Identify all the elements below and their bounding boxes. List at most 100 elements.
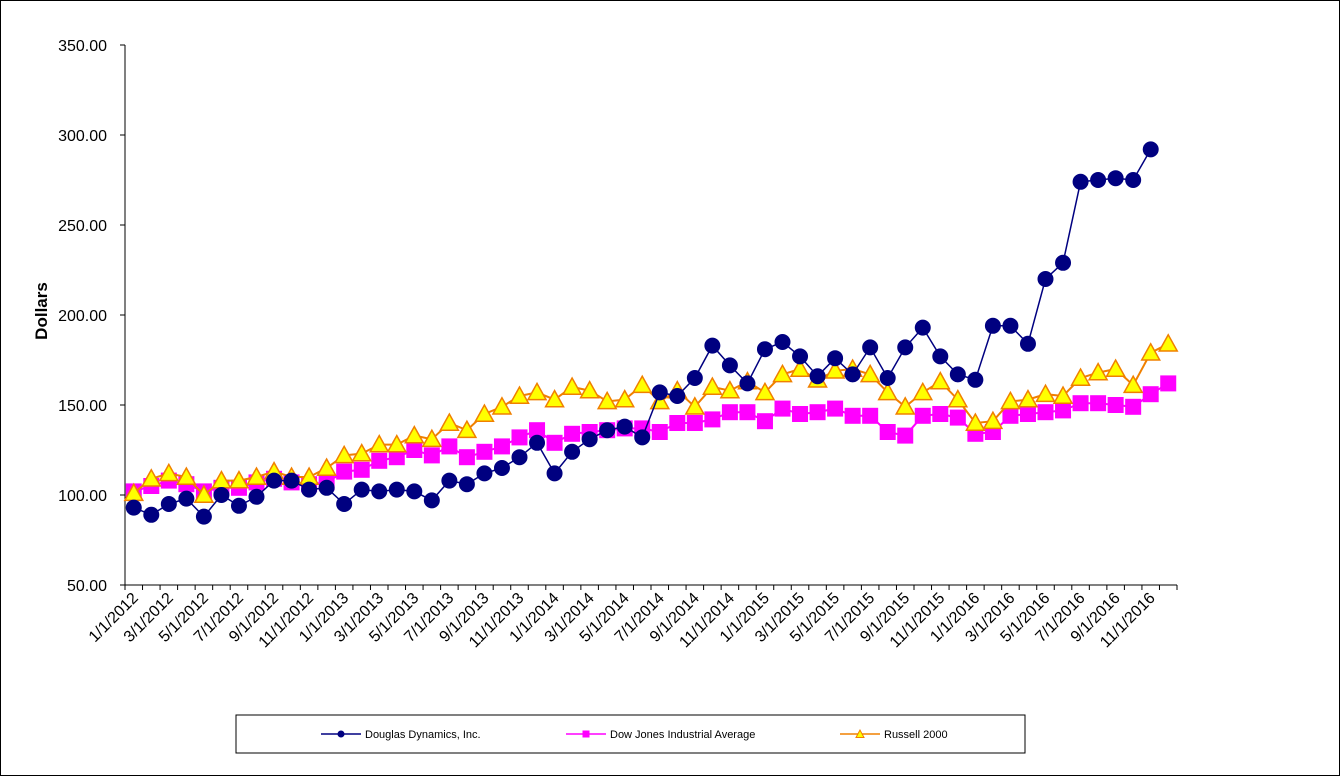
data-point-circle <box>1002 317 1019 334</box>
data-point-square <box>774 400 791 417</box>
legend-marker-triangle <box>855 728 865 738</box>
data-point-circle <box>827 350 844 367</box>
data-point-square <box>1072 395 1089 412</box>
data-point-circle <box>1090 172 1107 188</box>
data-point-triangle <box>1035 383 1056 403</box>
data-point-triangle <box>1157 333 1179 352</box>
data-point-triangle <box>930 371 951 390</box>
data-point-triangle <box>316 457 337 476</box>
data-point-triangle <box>544 389 565 408</box>
data-point-circle <box>599 422 616 439</box>
data-point-triangle <box>877 381 898 401</box>
data-point-circle <box>529 434 546 451</box>
data-point-circle <box>651 384 668 401</box>
data-point-triangle <box>386 434 408 453</box>
data-point-square <box>686 415 703 431</box>
data-point-square <box>1090 395 1107 412</box>
data-point-triangle <box>965 412 986 431</box>
legend-marker-square <box>582 730 590 738</box>
data-point-circle <box>581 431 598 448</box>
data-point-triangle <box>579 380 600 399</box>
data-point-circle <box>704 337 721 354</box>
series-russell-2000 <box>123 333 1179 503</box>
data-point-circle <box>476 465 493 482</box>
data-point-square <box>441 438 458 455</box>
data-point-triangle <box>176 466 197 485</box>
data-point-triangle <box>772 363 793 383</box>
data-point-triangle <box>456 419 478 439</box>
data-point-circle <box>458 476 475 493</box>
data-point-square <box>353 461 370 478</box>
data-point-triangle <box>1122 374 1144 394</box>
data-point-square <box>897 427 914 444</box>
legend-label: Dow Jones Industrial Average <box>610 729 755 741</box>
y-tick-label: 100.00 <box>58 488 107 505</box>
data-point-triangle <box>474 403 495 422</box>
data-point-circle <box>125 499 142 516</box>
data-point-circle <box>1072 173 1089 190</box>
data-point-triangle <box>754 381 776 401</box>
data-point-triangle <box>246 466 267 485</box>
data-point-triangle <box>824 360 846 379</box>
data-point-circle <box>266 472 283 489</box>
y-axis-label: Dollars <box>32 282 51 340</box>
data-point-circle <box>1125 172 1142 188</box>
data-point-square <box>493 438 510 455</box>
data-point-triangle <box>1105 358 1126 377</box>
legend-item: Russell 2000 <box>840 728 948 741</box>
data-point-square <box>669 415 686 431</box>
data-point-triangle <box>1052 385 1074 404</box>
data-point-triangle <box>894 396 916 415</box>
data-point-circle <box>230 497 247 514</box>
data-point-square <box>651 424 668 440</box>
data-point-circle <box>423 492 440 509</box>
legend-label: Douglas Dynamics, Inc. <box>365 729 481 741</box>
data-point-triangle <box>1087 362 1109 381</box>
data-point-circle <box>1019 335 1036 352</box>
data-point-square <box>1055 402 1072 419</box>
data-point-circle <box>406 483 423 500</box>
y-axis: 50.00 100.00 150.00 200.00 250.00 300.00 350.0… <box>58 38 126 595</box>
data-point-triangle <box>702 376 723 395</box>
data-point-circle <box>213 487 230 503</box>
y-tick-label: 150.00 <box>58 398 107 415</box>
data-point-triangle <box>912 381 934 401</box>
data-point-triangle <box>561 376 583 395</box>
data-point-square <box>1107 397 1124 413</box>
data-point-circle <box>301 481 318 498</box>
data-point-circle <box>195 508 212 525</box>
data-point-triangle <box>596 390 618 410</box>
data-point-triangle <box>859 363 881 383</box>
data-point-square <box>932 406 949 422</box>
data-point-square <box>844 407 861 424</box>
legend-item: Dow Jones Industrial Average <box>566 729 755 741</box>
data-point-square <box>1002 407 1019 424</box>
data-point-circle <box>160 496 177 512</box>
y-tick-label: 50.00 <box>67 578 107 595</box>
data-point-square <box>1019 406 1036 422</box>
data-point-triangle <box>526 381 548 401</box>
x-axis: 1/1/20123/1/20125/1/20127/1/20129/1/2012… <box>86 584 1178 651</box>
data-point-triangle <box>947 389 969 408</box>
data-point-triangle <box>631 374 653 394</box>
data-point-circle <box>914 319 931 336</box>
data-point-triangle <box>1070 367 1091 386</box>
series-layer <box>123 141 1179 525</box>
data-point-circle <box>353 481 370 498</box>
data-point-square <box>529 422 546 439</box>
data-point-square <box>1142 386 1159 403</box>
data-point-circle <box>371 483 388 500</box>
y-tick-label: 350.00 <box>58 38 107 55</box>
data-point-square <box>371 452 388 469</box>
data-point-triangle <box>228 470 250 489</box>
data-point-triangle <box>193 484 215 503</box>
data-point-circle <box>721 357 738 374</box>
data-point-circle <box>493 460 510 476</box>
legend-label: Russell 2000 <box>884 729 948 741</box>
legend-item: Douglas Dynamics, Inc. <box>321 729 481 741</box>
data-point-square <box>1125 398 1142 415</box>
data-point-square <box>704 411 721 428</box>
data-point-circle <box>178 490 195 507</box>
data-point-square <box>809 404 826 421</box>
data-point-triangle <box>1017 389 1039 408</box>
